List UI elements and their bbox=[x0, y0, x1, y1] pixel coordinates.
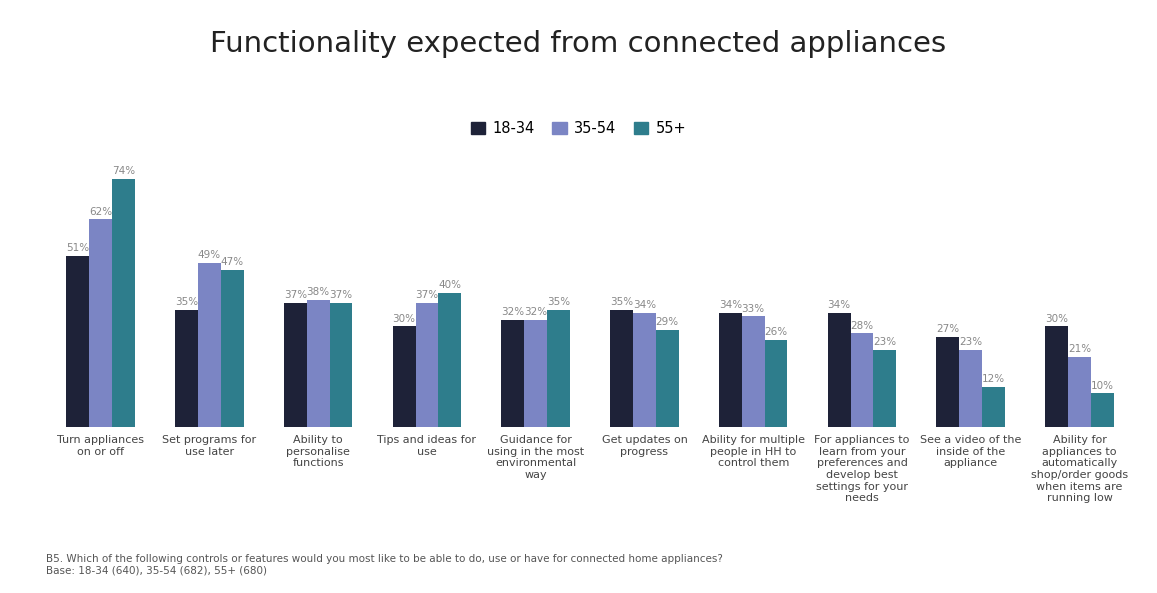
Bar bbox=[112, 179, 135, 427]
Text: 32%: 32% bbox=[501, 307, 524, 317]
Text: 51%: 51% bbox=[66, 244, 89, 253]
Bar bbox=[850, 333, 874, 427]
Text: 38%: 38% bbox=[307, 287, 330, 297]
Text: 33%: 33% bbox=[742, 304, 765, 314]
Text: 34%: 34% bbox=[633, 301, 656, 310]
Text: 10%: 10% bbox=[1091, 381, 1114, 391]
Bar bbox=[439, 293, 462, 427]
Text: 34%: 34% bbox=[827, 301, 850, 310]
Text: 27%: 27% bbox=[936, 324, 959, 334]
Text: 29%: 29% bbox=[656, 317, 679, 327]
Text: 62%: 62% bbox=[89, 207, 112, 216]
Text: 35%: 35% bbox=[610, 297, 633, 307]
Bar bbox=[610, 310, 633, 427]
Bar bbox=[501, 320, 524, 427]
Text: 74%: 74% bbox=[112, 167, 135, 177]
Bar bbox=[718, 313, 742, 427]
Bar bbox=[633, 313, 656, 427]
Bar bbox=[765, 340, 788, 427]
Bar bbox=[221, 270, 244, 427]
Text: 23%: 23% bbox=[959, 337, 982, 347]
Text: 21%: 21% bbox=[1068, 344, 1091, 354]
Bar bbox=[89, 219, 112, 427]
Bar bbox=[175, 310, 198, 427]
Text: 30%: 30% bbox=[392, 314, 415, 324]
Text: 37%: 37% bbox=[415, 291, 439, 301]
Bar bbox=[547, 310, 570, 427]
Text: 26%: 26% bbox=[765, 327, 788, 337]
Bar bbox=[415, 303, 439, 427]
Bar bbox=[959, 350, 982, 427]
Text: 12%: 12% bbox=[982, 374, 1005, 384]
Text: 30%: 30% bbox=[1045, 314, 1068, 324]
Text: 37%: 37% bbox=[283, 291, 307, 301]
Text: 28%: 28% bbox=[850, 321, 874, 330]
Bar bbox=[936, 337, 959, 427]
Bar bbox=[283, 303, 307, 427]
Bar bbox=[392, 327, 415, 427]
Text: 47%: 47% bbox=[221, 257, 244, 267]
Text: B5. Which of the following controls or features would you most like to be able t: B5. Which of the following controls or f… bbox=[46, 554, 723, 575]
Bar bbox=[330, 303, 353, 427]
Bar bbox=[524, 320, 547, 427]
Bar bbox=[656, 330, 679, 427]
Legend: 18-34, 35-54, 55+: 18-34, 35-54, 55+ bbox=[463, 114, 694, 144]
Bar bbox=[874, 350, 897, 427]
Text: 37%: 37% bbox=[330, 291, 353, 301]
Bar bbox=[982, 387, 1005, 427]
Bar bbox=[307, 299, 330, 427]
Text: 35%: 35% bbox=[175, 297, 198, 307]
Text: 49%: 49% bbox=[198, 250, 221, 260]
Bar bbox=[742, 317, 765, 427]
Text: 34%: 34% bbox=[718, 301, 742, 310]
Bar bbox=[1045, 327, 1068, 427]
Bar bbox=[827, 313, 850, 427]
Text: 35%: 35% bbox=[547, 297, 570, 307]
Text: 40%: 40% bbox=[439, 280, 462, 291]
Bar bbox=[198, 263, 221, 427]
Text: Functionality expected from connected appliances: Functionality expected from connected ap… bbox=[211, 30, 946, 58]
Text: 32%: 32% bbox=[524, 307, 547, 317]
Bar bbox=[1068, 356, 1091, 427]
Bar bbox=[1091, 394, 1114, 427]
Text: 23%: 23% bbox=[874, 337, 897, 347]
Bar bbox=[66, 256, 89, 427]
